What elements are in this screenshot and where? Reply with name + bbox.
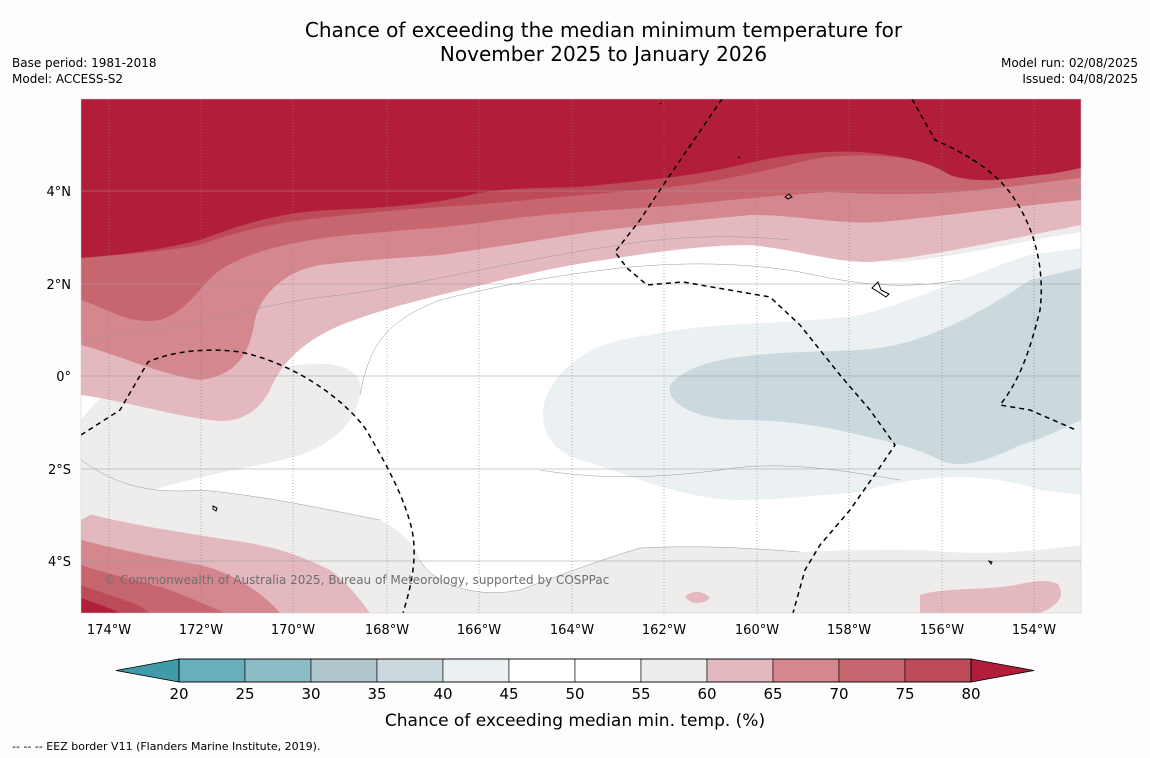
- copyright-text: © Commonwealth of Australia 2025, Bureau…: [104, 573, 609, 587]
- colorbar-segment: [376, 658, 444, 683]
- colorbar-tick-label: 20: [169, 685, 188, 703]
- colorbar-segment: [772, 658, 840, 683]
- islands: [212, 102, 993, 565]
- latitude-labels: 4°N 2°N 0° 2°S 4°S: [47, 185, 72, 570]
- colorbar-right-arrow: [970, 658, 1035, 683]
- lat-label: 0°: [56, 370, 71, 385]
- lon-label: 166°W: [457, 623, 501, 638]
- colorbar-tick-label: 65: [763, 685, 782, 703]
- base-period: Base period: 1981-2018: [12, 56, 157, 70]
- title-line-1: Chance of exceeding the median minimum t…: [304, 18, 903, 42]
- lat-label: 4°S: [48, 555, 71, 570]
- model-name: Model: ACCESS-S2: [12, 72, 124, 86]
- meta-right: Model run: 02/08/2025 Issued: 04/08/2025: [1001, 55, 1138, 87]
- lon-label: 174°W: [87, 623, 131, 638]
- lon-label: 172°W: [179, 623, 223, 638]
- lon-label: 156°W: [920, 623, 964, 638]
- title-line-2: November 2025 to January 2026: [439, 42, 768, 66]
- colorbar-tick-label: 70: [829, 685, 848, 703]
- band-60-65-south-island: [685, 591, 710, 604]
- lon-label: 162°W: [642, 623, 686, 638]
- colorbar-tick-label: 50: [565, 685, 584, 703]
- colorbar-segments: [178, 658, 972, 683]
- colorbar-tick-label: 55: [631, 685, 650, 703]
- colorbar-segment: [178, 658, 246, 683]
- meta-left: Base period: 1981-2018 Model: ACCESS-S2: [12, 55, 157, 87]
- parallel-lines: [81, 190, 1081, 562]
- colorbar-outline: [178, 658, 972, 683]
- band-35-40-blue: [669, 268, 1081, 465]
- lon-label: 154°W: [1012, 623, 1056, 638]
- issued-date: Issued: 04/08/2025: [1022, 72, 1138, 86]
- lon-label: 158°W: [827, 623, 871, 638]
- colorbar-segment: [574, 658, 642, 683]
- colorbar-segment: [706, 658, 774, 683]
- lat-label: 4°N: [47, 185, 72, 200]
- colorbar-segment: [838, 658, 906, 683]
- colorbar-tick-label: 25: [235, 685, 254, 703]
- colorbar-tick-label: 45: [499, 685, 518, 703]
- colorbar-tick-label: 30: [301, 685, 320, 703]
- colorbar-segment: [310, 658, 378, 683]
- contour-lines: [81, 236, 961, 593]
- lat-label: 2°N: [47, 278, 72, 293]
- lon-label: 160°W: [735, 623, 779, 638]
- chart-title: Chance of exceeding the median minimum t…: [0, 18, 1150, 66]
- lon-label: 168°W: [365, 623, 409, 638]
- band-80-south: [81, 598, 120, 613]
- forecast-map: © Commonwealth of Australia 2025, Bureau…: [47, 98, 1082, 731]
- colorbar-segment: [442, 658, 510, 683]
- colorbar-segment: [508, 658, 576, 683]
- colorbar-segment: [244, 658, 312, 683]
- colorbar-left-arrow: [115, 658, 180, 683]
- band-60-65-south-east: [920, 580, 1061, 613]
- lon-label: 164°W: [550, 623, 594, 638]
- colorbar-tick-label: 60: [697, 685, 716, 703]
- longitude-labels: 174°W 172°W 170°W 168°W 166°W 164°W 162°…: [87, 623, 1056, 638]
- colorbar-tick-label: 75: [895, 685, 914, 703]
- model-run: Model run: 02/08/2025: [1000, 56, 1138, 70]
- map-field: [81, 99, 1081, 613]
- lon-label: 170°W: [271, 623, 315, 638]
- colorbar-tick-label: 40: [433, 685, 452, 703]
- colorbar-ticks: 20 25 30 35 40 45 50 55 60 65 70 75 80: [169, 685, 980, 703]
- lat-label: 2°S: [48, 463, 71, 478]
- colorbar-segment: [640, 658, 708, 683]
- colorbar-segment: [904, 658, 972, 683]
- colorbar-label: Chance of exceeding median min. temp. (%…: [385, 711, 765, 731]
- eez-footnote: -- -- -- EEZ border V11 (Flanders Marine…: [12, 740, 321, 753]
- colorbar-tick-label: 80: [961, 685, 980, 703]
- map-frame: [80, 98, 1082, 614]
- eez-borders: [81, 99, 1077, 613]
- band-80-north: [81, 99, 1081, 258]
- colorbar-tick-label: 35: [367, 685, 386, 703]
- colorbar: 20 25 30 35 40 45 50 55 60 65 70 75 80 Chance of exc…: [115, 658, 1035, 731]
